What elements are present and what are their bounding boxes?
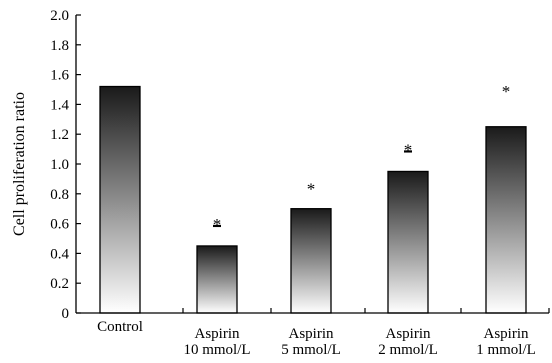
bars-group (99, 85, 527, 314)
y-tick-label: 0.4 (50, 246, 69, 262)
x-category-label: 1 mmol/L (476, 342, 536, 358)
labels-group: 0 0.2 0.4 0.6 0.8 1.0 1.2 1.4 1.6 1.8 2.0 Cell prol… (11, 8, 536, 358)
significance-star: * (502, 82, 511, 101)
bar (196, 245, 238, 314)
axes-group (75, 14, 550, 314)
y-tick-label: 2.0 (50, 8, 69, 24)
x-category-label: 5 mmol/L (281, 342, 341, 358)
significance-star: * (307, 180, 316, 199)
y-tick-label: 1.0 (50, 157, 69, 173)
bar (485, 126, 527, 314)
significance-star: * (404, 140, 413, 159)
y-tick-label: 0.2 (50, 276, 69, 292)
y-tick-label: 0.6 (50, 217, 69, 233)
bar (387, 170, 429, 314)
x-category-label: Aspirin (386, 326, 432, 342)
bar (290, 208, 332, 314)
y-axis-label: Cell proliferation ratio (11, 92, 28, 236)
y-tick-label: 1.2 (50, 127, 69, 143)
x-category-label: 2 mmol/L (378, 342, 438, 358)
x-category-label: Aspirin (484, 326, 530, 342)
bar (99, 85, 141, 314)
y-tick-label: 1.4 (50, 97, 69, 113)
y-tick-label: 0 (62, 306, 70, 322)
y-tick-label: 1.6 (50, 68, 69, 84)
y-tick-label: 0.8 (50, 187, 69, 203)
significance-star: * (213, 215, 222, 234)
x-category-label: Aspirin (289, 326, 335, 342)
x-category-label: 10 mmol/L (183, 342, 250, 358)
x-category-label: Aspirin (195, 326, 241, 342)
y-tick-label: 1.8 (50, 38, 69, 54)
x-category-label: Control (97, 319, 143, 335)
